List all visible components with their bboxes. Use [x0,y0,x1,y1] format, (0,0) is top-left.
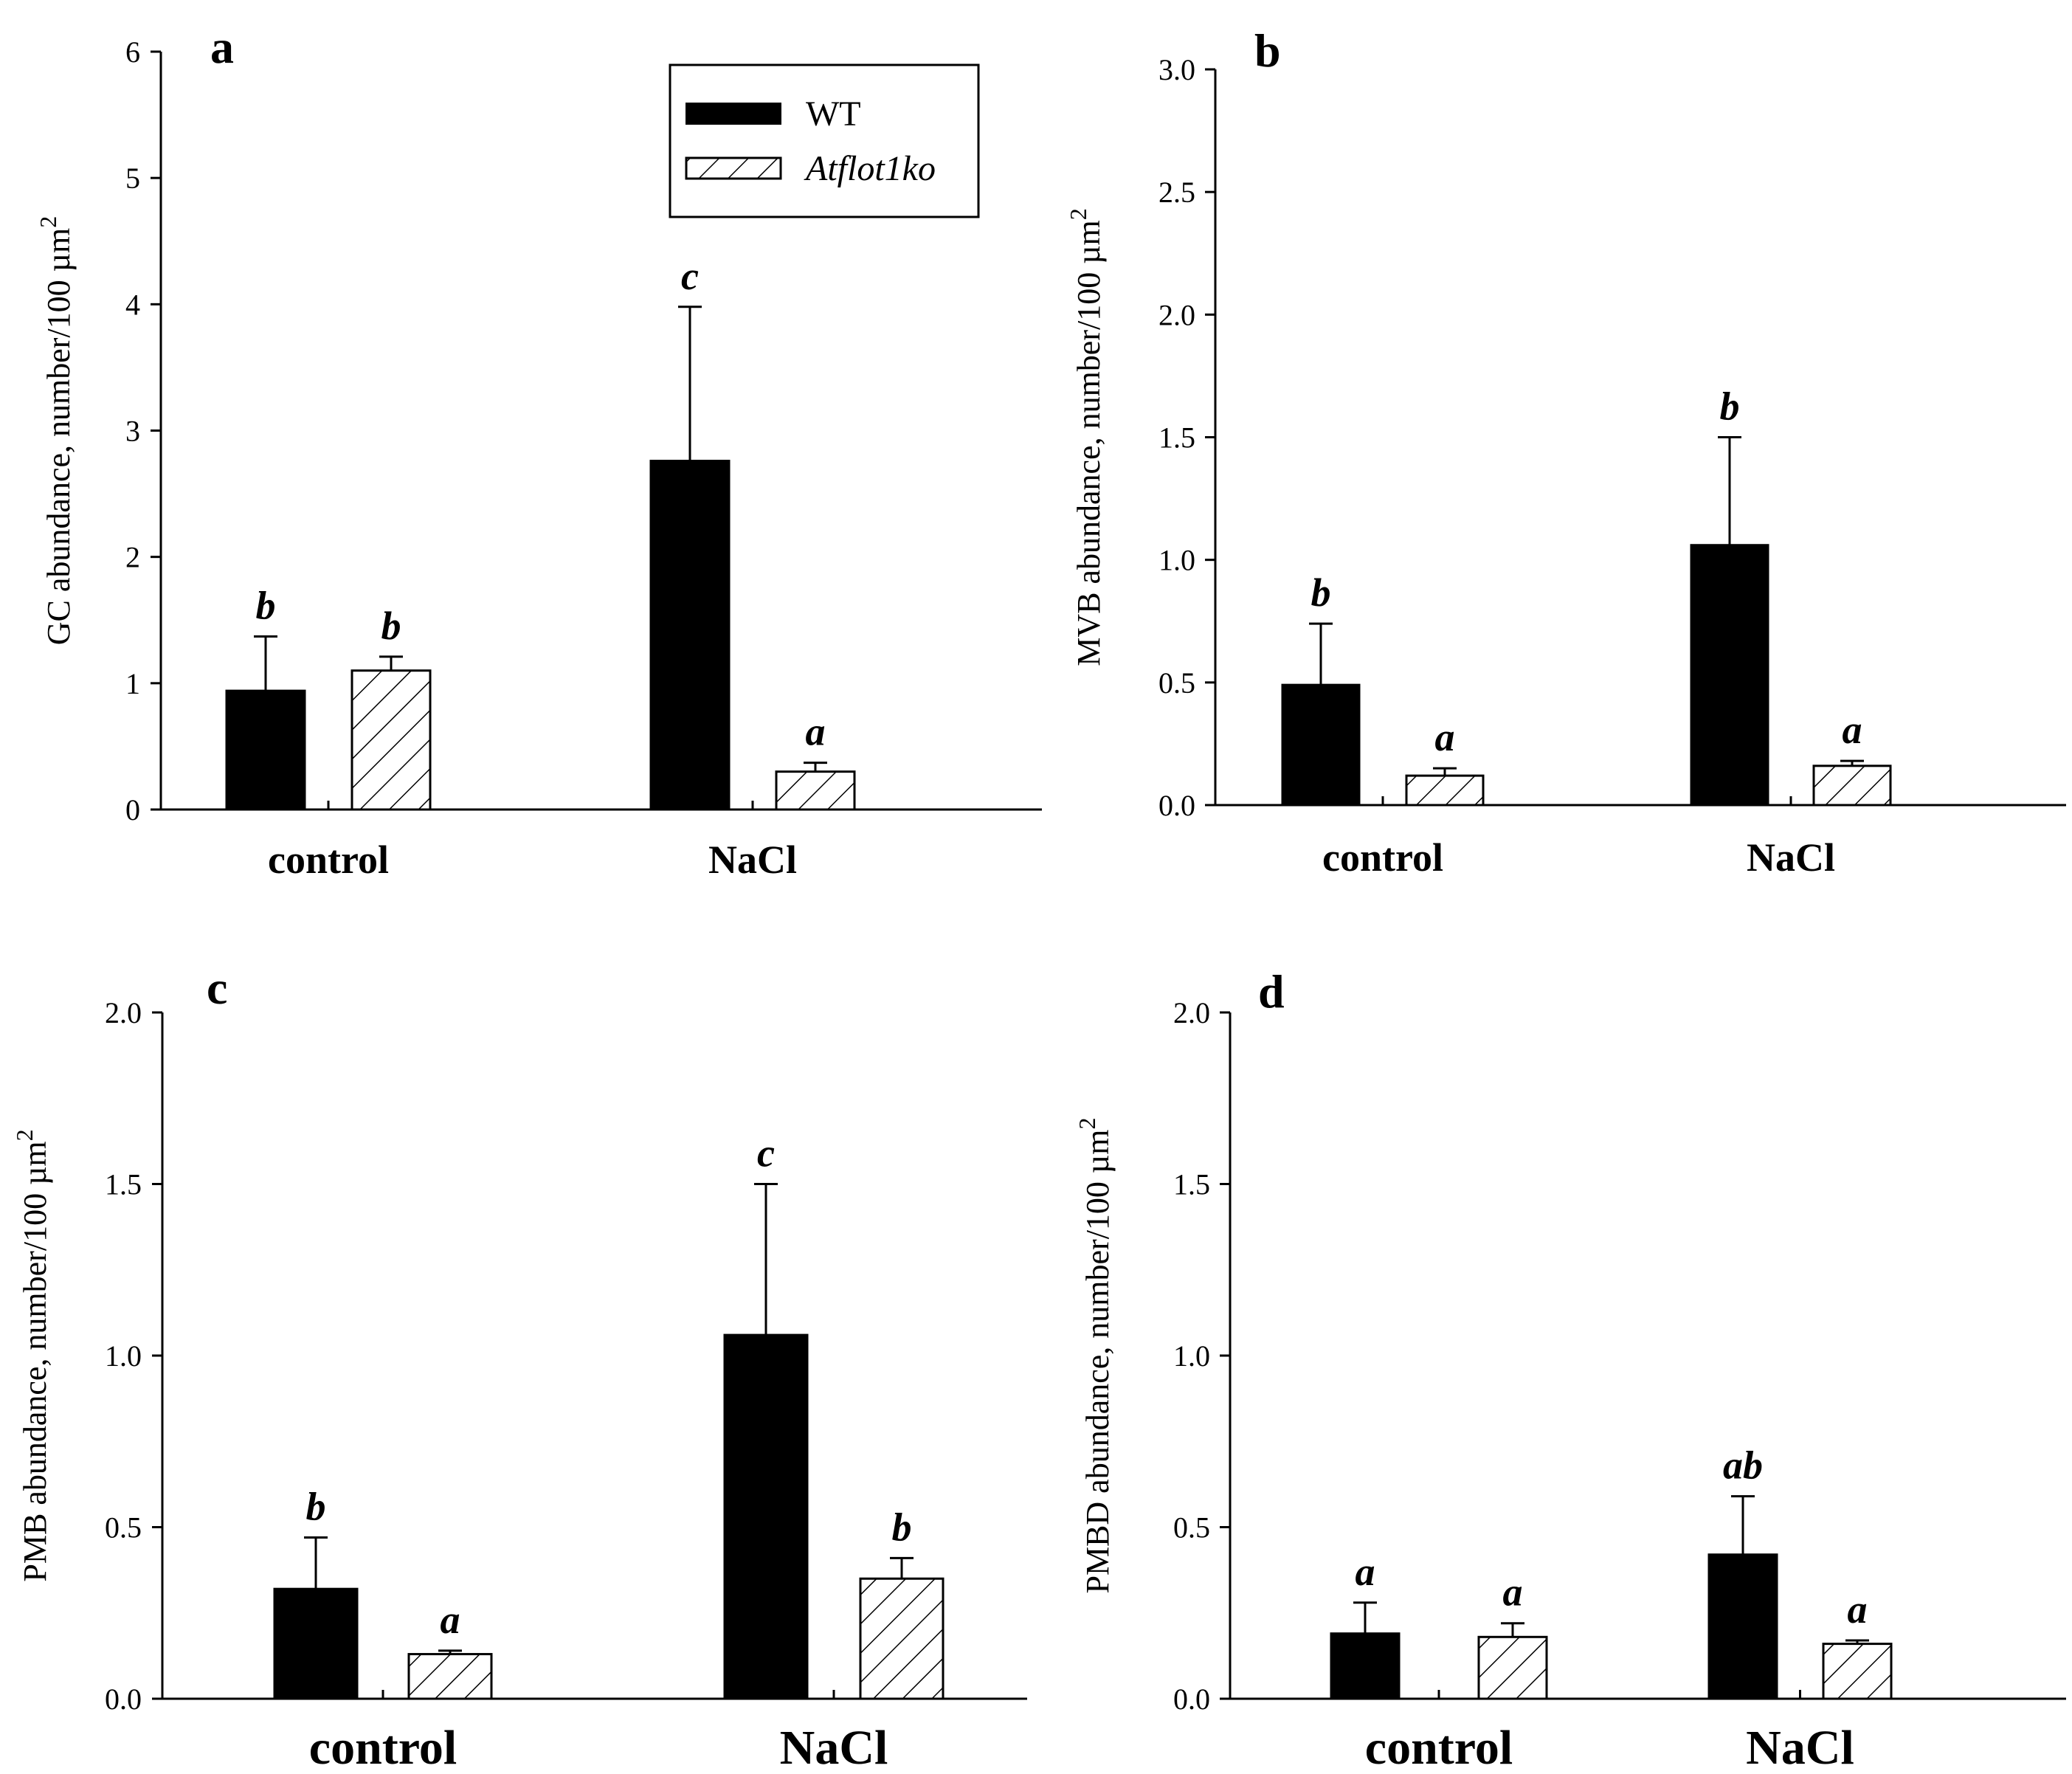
y-tick-label: 0.0 [1158,789,1195,822]
panel-letter: a [210,21,234,73]
significance-letter: a [806,710,826,754]
bar-atflot1ko-control [350,669,432,811]
y-axis-label-superscript: 2 [1074,1117,1100,1129]
panel-b: 0.0 0.5 1.0 1.5 2.0 2.5 3.0 control NaCl b b a a b MVB… [1065,24,2066,880]
bar-atflot1ko-nacl [1812,765,1892,807]
significance-letter: a [441,1598,460,1642]
bar-atflot1ko-nacl [1822,1643,1893,1700]
category-label: control [309,1721,457,1774]
y-axis-label-text: GC abundance, number/100 µm [41,228,77,645]
y-axis-label: MVB abundance, number/100 µm2 [1065,208,1107,666]
legend-swatch-wt [686,103,781,125]
y-axis-label: PMBD abundance, number/100 µm2 [1074,1117,1116,1593]
y-tick-label: 1.0 [1173,1339,1210,1373]
significance-letter: b [1720,384,1740,429]
significance-letter: c [681,254,699,298]
y-axis-label-superscript: 2 [1065,208,1091,220]
y-tick-label: 6 [125,35,140,69]
y-tick-label: 4 [125,288,140,321]
y-tick-label: 2.0 [1158,298,1195,331]
significance-letter: a [1503,1570,1523,1615]
significance-letter: b [1311,570,1331,615]
legend-label: WT [806,94,861,134]
bar-atflot1ko-nacl [859,1577,945,1700]
significance-letter: a [1848,1587,1868,1632]
significance-letter: c [757,1131,775,1176]
bar-atflot1ko-control [1405,774,1485,807]
panel-c: 0.0 0.5 1.0 1.5 2.0 control NaCl b c a b c PMB abund… [11,962,1027,1774]
y-tick-label: 1.0 [105,1339,142,1373]
y-tick-label: 0.5 [105,1511,142,1545]
y-tick-label: 2 [125,541,140,574]
panel-letter: c [207,962,227,1014]
significance-letter: a [1435,715,1455,759]
legend: WT Atflot1ko [669,63,980,218]
bar-wt-control [225,689,306,811]
category-label: control [1365,1721,1513,1774]
bar-wt-control [273,1587,359,1700]
y-tick-label: 3 [125,415,140,448]
bar-wt-nacl [1690,544,1769,807]
y-tick-label: 0.5 [1158,666,1195,700]
y-tick-label: 1.5 [1173,1168,1210,1201]
significance-letter: b [256,584,276,628]
y-tick-label: 3.0 [1158,53,1195,86]
y-axis-label-text: PMBD abundance, number/100 µm [1080,1129,1116,1593]
y-axis-label: PMB abundance, number/100 µm2 [11,1129,53,1581]
y-tick-label: 1.5 [105,1168,142,1201]
bar-atflot1ko-control [407,1653,493,1700]
y-tick-label: 1 [125,667,140,700]
legend-swatch-atflot1ko [685,156,782,180]
category-label: control [1322,835,1443,880]
panel-letter: d [1258,965,1285,1018]
bar-wt-nacl [1707,1553,1778,1700]
significance-letter: b [381,604,401,648]
y-tick-label: 0.0 [1173,1682,1210,1716]
bar-wt-nacl [723,1333,809,1700]
bar-atflot1ko-nacl [775,770,856,811]
bar-atflot1ko-control [1477,1635,1548,1700]
y-axis-label-superscript: 2 [35,216,61,228]
category-label: NaCl [1746,1721,1854,1774]
y-tick-label: 2.5 [1158,176,1195,209]
y-axis-label-superscript: 2 [11,1129,38,1141]
panel-letter: b [1254,24,1281,77]
bar-wt-control [1281,683,1361,807]
significance-letter: ab [1723,1443,1763,1488]
y-tick-label: 0 [125,793,140,826]
y-axis-label: GC abundance, number/100 µm2 [35,216,77,645]
legend-box [669,63,980,218]
category-label: NaCl [1747,835,1835,880]
significance-letter: b [892,1505,912,1549]
y-tick-label: 0.0 [105,1682,142,1716]
panel-a: 0 1 2 3 4 5 6 control NaCl b c b a a GC abundance, num… [35,21,1042,882]
legend-label: Atflot1ko [804,149,936,188]
significance-letter: a [1843,708,1862,752]
y-axis-label-text: PMB abundance, number/100 µm [17,1141,53,1581]
significance-letter: a [1356,1550,1375,1594]
y-tick-label: 2.0 [105,996,142,1029]
y-tick-label: 0.5 [1173,1511,1210,1545]
category-label: NaCl [708,838,797,882]
y-tick-label: 1.0 [1158,544,1195,577]
category-label: control [268,838,389,882]
bar-wt-nacl [649,460,731,811]
category-label: NaCl [780,1721,888,1774]
bar-wt-control [1330,1632,1401,1700]
significance-letter: b [306,1484,326,1528]
y-tick-label: 1.5 [1158,421,1195,455]
y-tick-label: 2.0 [1173,996,1210,1029]
panel-d: 0.0 0.5 1.0 1.5 2.0 control NaCl a ab a a d PMBD abu… [1074,965,2066,1774]
y-tick-label: 5 [125,162,140,195]
y-axis-label-text: MVB abundance, number/100 µm [1071,220,1107,666]
